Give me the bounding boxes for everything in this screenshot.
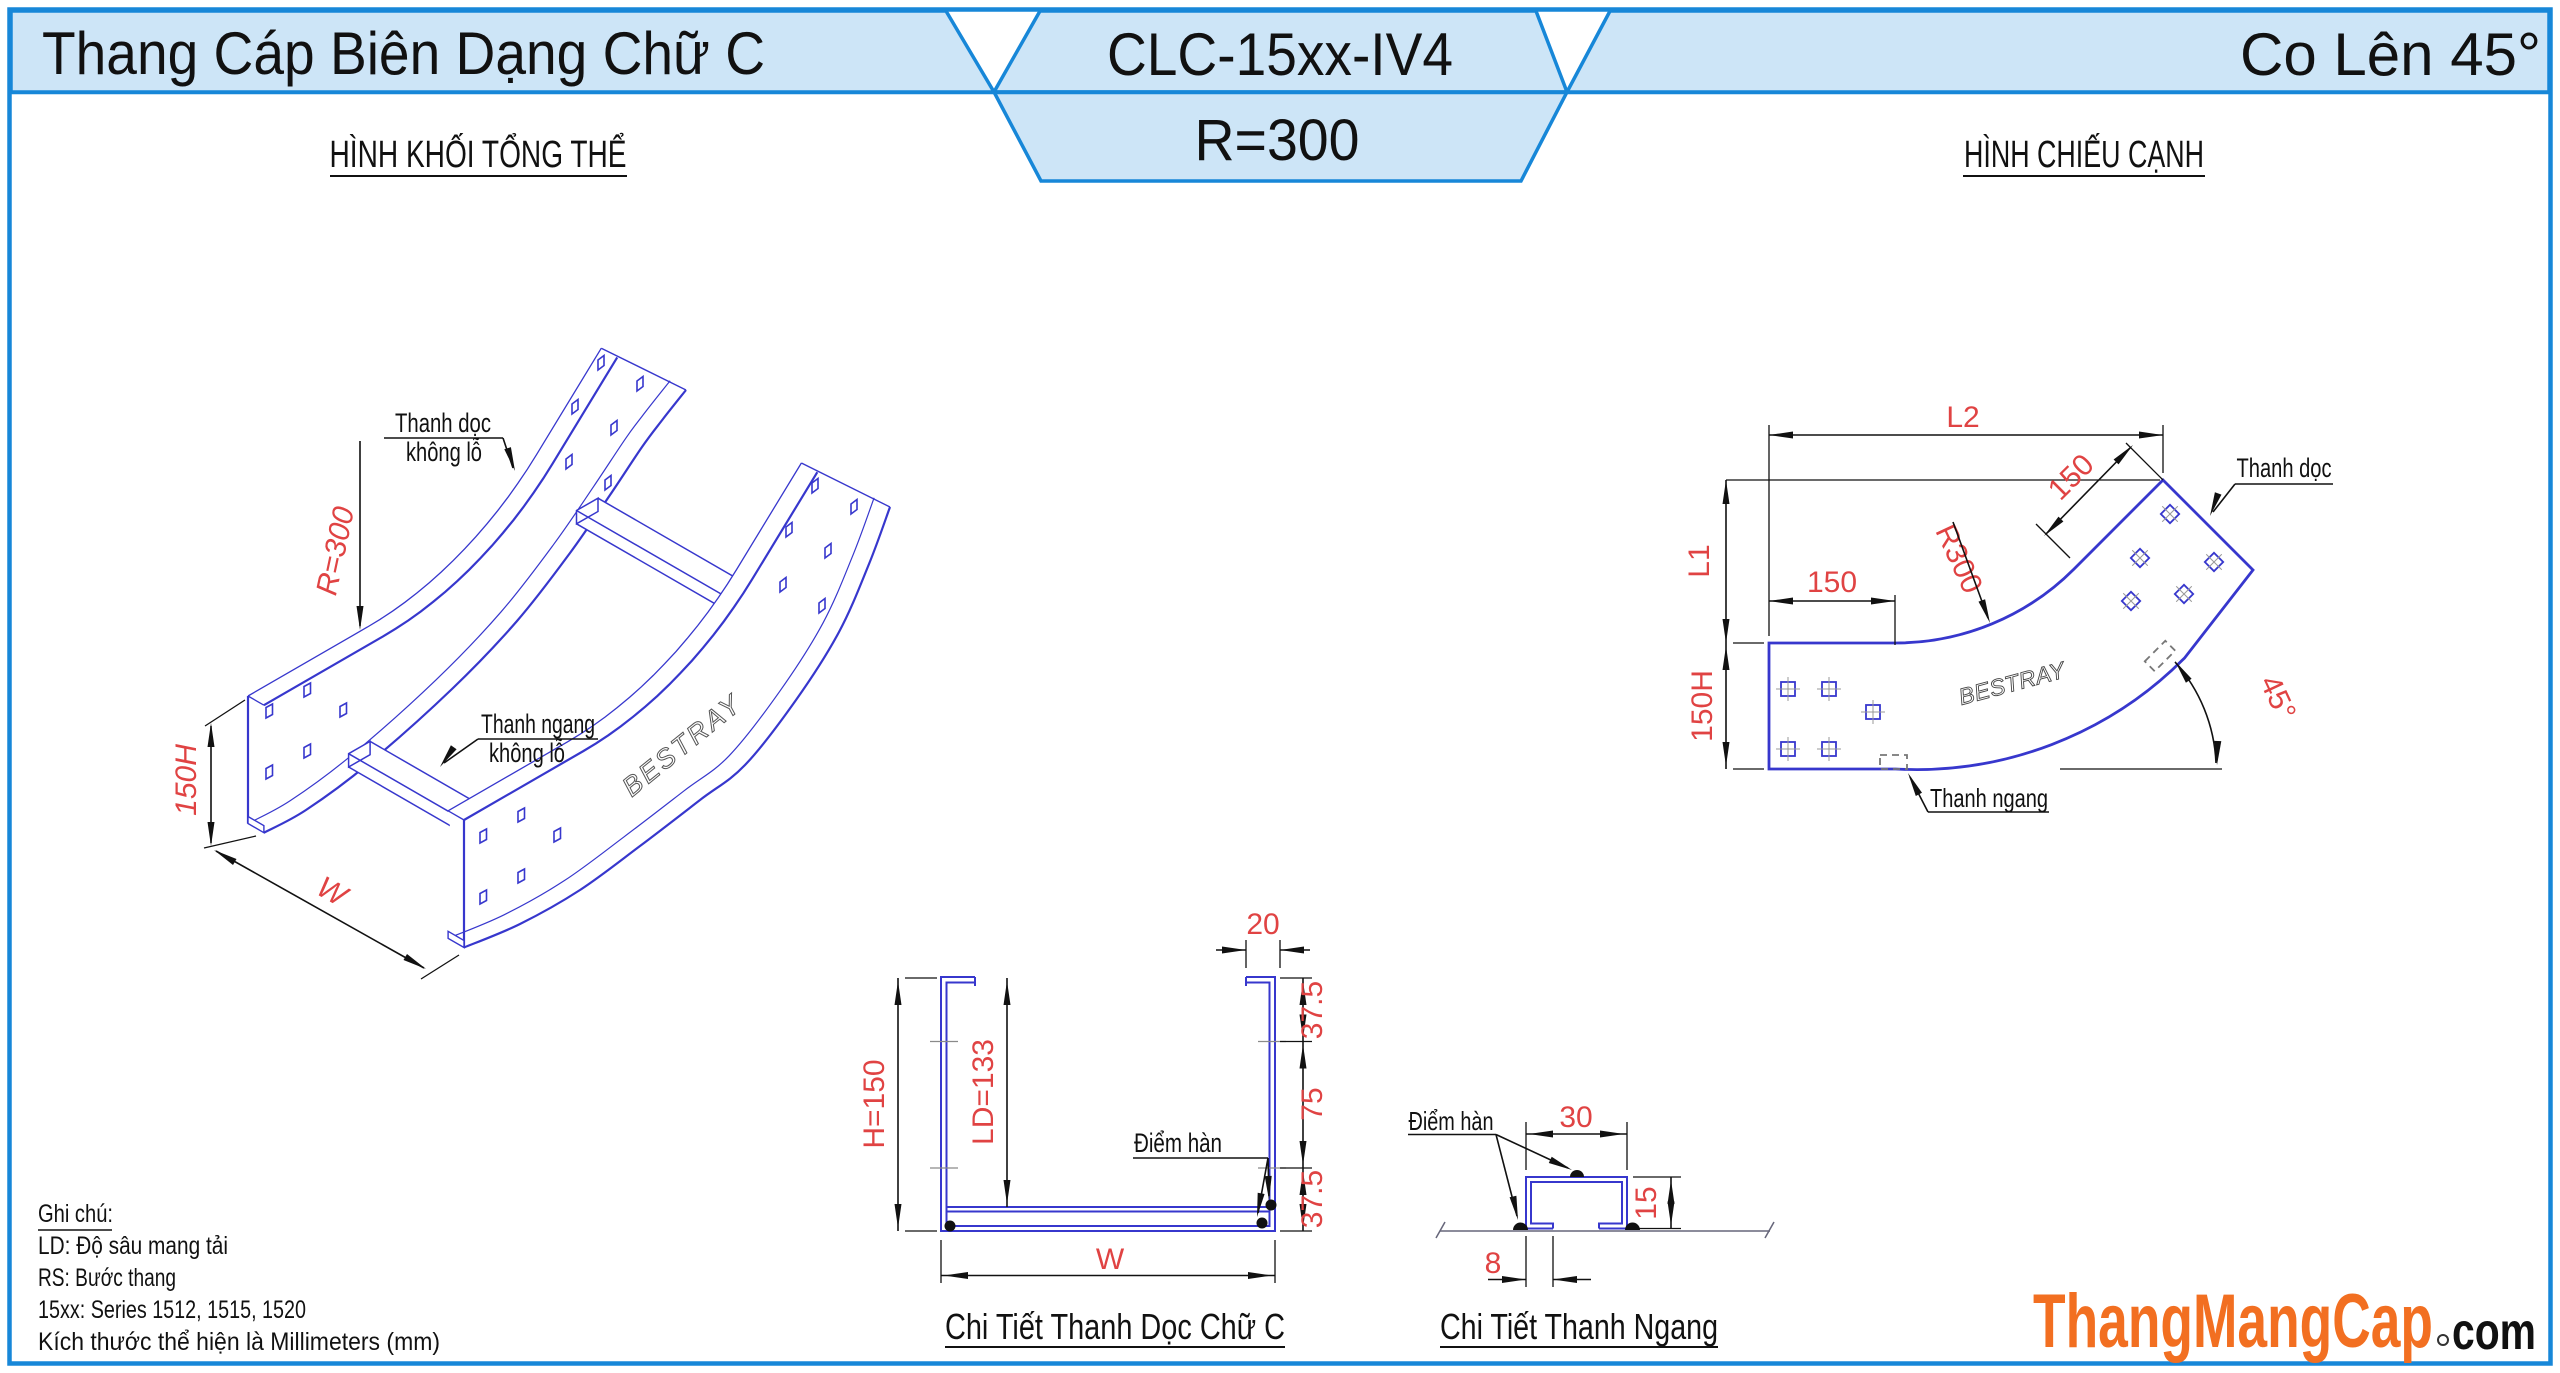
svg-text:Thang Cáp Biên Dạng Chữ C: Thang Cáp Biên Dạng Chữ C [42,20,765,87]
svg-text:R=300: R=300 [1195,108,1360,173]
svg-text:150H: 150H [170,744,203,816]
svg-text:Chi Tiết Thanh Ngang: Chi Tiết Thanh Ngang [1440,1306,1718,1347]
svg-text:37.5: 37.5 [1296,1170,1329,1228]
svg-text:Thanh ngang: Thanh ngang [481,709,595,739]
svg-text:Điểm hàn: Điểm hàn [1409,1106,1494,1136]
svg-text:L1: L1 [1683,544,1716,577]
svg-text:RS: Bước thang: RS: Bước thang [38,1264,176,1292]
svg-text:HÌNH KHỐI TỔNG THỂ: HÌNH KHỐI TỔNG THỂ [330,131,627,176]
svg-text:không lỗ: không lỗ [406,436,482,467]
svg-text:150: 150 [1807,566,1857,599]
svg-text:150H: 150H [1686,670,1719,742]
svg-text:Thanh dọc: Thanh dọc [395,408,491,438]
svg-text:H=150: H=150 [858,1059,891,1148]
svg-text:com: com [2452,1303,2536,1361]
svg-text:20: 20 [1246,908,1279,941]
svg-text:15: 15 [1630,1186,1663,1219]
svg-text:30: 30 [1559,1101,1592,1134]
svg-text:Thanh dọc: Thanh dọc [2237,453,2332,483]
svg-text:Chi Tiết Thanh Dọc Chữ C: Chi Tiết Thanh Dọc Chữ C [945,1306,1285,1347]
svg-text:Thanh ngang: Thanh ngang [1930,783,2048,813]
svg-text:Kích thước thể hiện là Millime: Kích thước thể hiện là Millimeters (mm) [38,1328,440,1356]
svg-text:W: W [1096,1243,1125,1276]
svg-text:ThangMangCap: ThangMangCap [2033,1279,2433,1364]
svg-text:Điểm hàn: Điểm hàn [1134,1128,1222,1158]
svg-text:Ghi chú:: Ghi chú: [38,1200,113,1228]
svg-text:không lỗ: không lỗ [489,737,565,768]
svg-text:15xx: Series 1512, 1515, 1520: 15xx: Series 1512, 1515, 1520 [38,1296,306,1324]
svg-text:L2: L2 [1946,401,1979,434]
svg-text:8: 8 [1485,1247,1502,1280]
svg-text:LD: Độ sâu mang tải: LD: Độ sâu mang tải [38,1232,228,1260]
svg-text:Co Lên 45°: Co Lên 45° [2240,21,2541,88]
svg-text:75: 75 [1296,1087,1329,1120]
svg-text:37.5: 37.5 [1296,981,1329,1039]
svg-text:CLC-15xx-IV4: CLC-15xx-IV4 [1107,21,1453,88]
svg-text:HÌNH CHIẾU CẠNH: HÌNH CHIẾU CẠNH [1964,132,2204,176]
svg-text:LD=133: LD=133 [967,1039,1000,1145]
